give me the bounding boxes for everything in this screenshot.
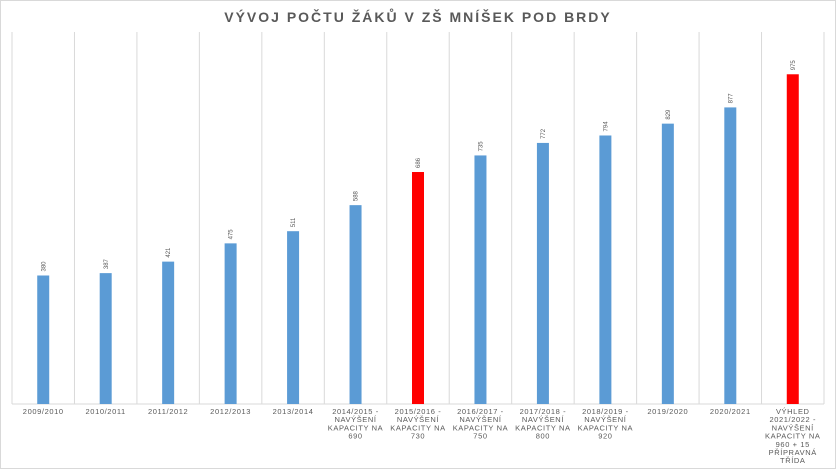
x-tick-label: 2016/2017 - (457, 407, 504, 416)
data-label: 380 (41, 261, 47, 272)
x-tick-label: NAVÝŠENÍ (584, 415, 626, 424)
data-label: 877 (728, 93, 734, 104)
x-tick-label: 2012/2013 (210, 407, 251, 416)
bar (224, 243, 237, 404)
data-label: 511 (291, 217, 297, 227)
data-label: 475 (229, 229, 235, 240)
data-label: 829 (666, 109, 672, 120)
x-tick-label: 2011/2012 (148, 407, 188, 416)
bar (412, 172, 424, 404)
bar (536, 142, 549, 404)
x-tick-label: 800 (536, 432, 550, 441)
x-tick-label: 920 (598, 432, 612, 441)
data-label: 421 (166, 247, 172, 258)
x-tick-label: 2021/2022 - (769, 415, 816, 424)
x-tick-label: NAVÝŠENÍ (772, 423, 814, 432)
bar (99, 273, 112, 404)
x-tick-label: 2014/2015 - (332, 407, 379, 416)
x-tick-label: 2015/2016 - (395, 407, 442, 416)
x-tick-label: KAPACITY NA (390, 423, 446, 432)
x-tick-label: NAVÝŠENÍ (522, 415, 564, 424)
x-tick-label: 2017/2018 - (520, 407, 567, 416)
data-label: 686 (416, 157, 422, 168)
data-label: 735 (479, 141, 485, 152)
x-tick-label: 730 (411, 432, 425, 441)
x-tick-label: 2018/2019 - (582, 407, 629, 416)
data-label: 387 (104, 258, 110, 269)
x-tick-label: VÝHLED (776, 407, 810, 416)
bar (287, 231, 300, 404)
data-label: 588 (354, 190, 360, 201)
chart-title: VÝVOJ POČTU ŽÁKŮ V ZŠ MNÍŠEK POD BRDY (224, 9, 612, 25)
x-tick-label: KAPACITY NA (578, 423, 634, 432)
data-label: 772 (541, 128, 547, 139)
x-tick-label: NAVÝŠENÍ (459, 415, 501, 424)
x-tick-label: 750 (473, 432, 487, 441)
x-tick-label: 2019/2020 (647, 407, 688, 416)
data-label: 794 (603, 121, 609, 132)
x-tick-label: PŘÍPRAVNÁ (769, 448, 817, 457)
x-tick-label: 2009/2010 (23, 407, 64, 416)
x-tick-label: TŘÍDA (780, 456, 806, 465)
bar (786, 74, 799, 404)
data-label: 975 (791, 60, 797, 71)
x-tick-label: KAPACITY NA (765, 432, 821, 441)
x-tick-label: NAVÝŠENÍ (397, 415, 439, 424)
x-tick-label: 2020/2021 (710, 407, 751, 416)
x-tick-label: KAPACITY NA (328, 423, 384, 432)
x-tick-label: 690 (348, 432, 362, 441)
bar (37, 275, 50, 404)
bar (724, 107, 737, 404)
x-tick-label: KAPACITY NA (515, 423, 571, 432)
x-tick-label: KAPACITY NA (453, 423, 509, 432)
bar (349, 205, 362, 404)
x-tick-label: 2010/2011 (86, 407, 126, 416)
x-tick-label: 960 + 15 (776, 440, 810, 449)
bar (474, 155, 487, 404)
x-tick-label: 2013/2014 (273, 407, 314, 416)
bar (661, 123, 674, 404)
x-tick-label: NAVÝŠENÍ (334, 415, 376, 424)
bar (599, 135, 612, 404)
bar (162, 261, 175, 404)
